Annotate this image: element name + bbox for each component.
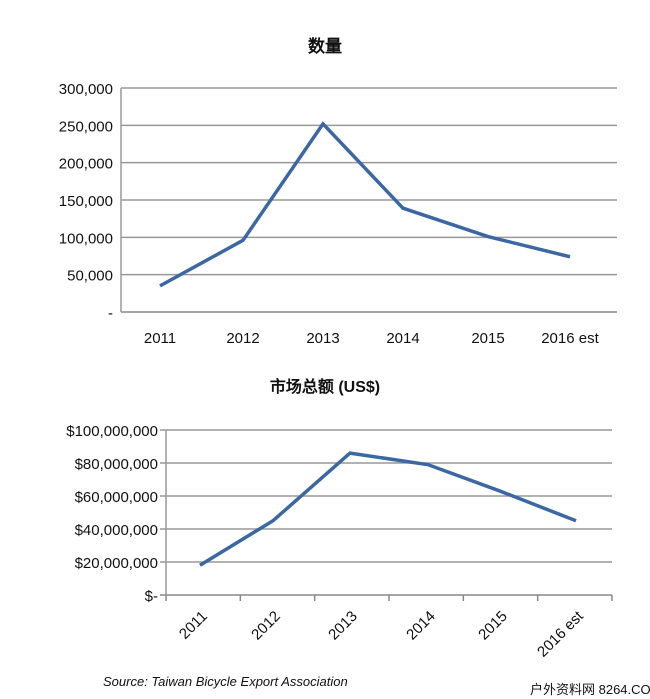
y-tick-label: $100,000,000 xyxy=(66,423,158,440)
x-tick-label: 2013 xyxy=(306,330,339,347)
y-tick-label: - xyxy=(108,305,113,322)
y-tick-label: $60,000,000 xyxy=(75,489,158,506)
x-tick-label: 2015 xyxy=(475,608,511,644)
x-tick-label: 2014 xyxy=(403,608,439,644)
watermark: 户外资料网 8264.COM xyxy=(530,682,650,697)
chart2-title: 市场总额 (US$) xyxy=(270,377,380,396)
y-tick-label: $80,000,000 xyxy=(75,456,158,473)
source-note: Source: Taiwan Bicycle Export Associatio… xyxy=(103,674,348,689)
y-tick-label: 150,000 xyxy=(59,193,113,210)
x-tick-label: 2016 est xyxy=(541,330,599,347)
x-tick-label: 2011 xyxy=(176,608,211,643)
data-line xyxy=(199,451,577,567)
chart1-title: 数量 xyxy=(308,36,342,56)
y-tick-label: 100,000 xyxy=(59,230,113,247)
x-tick-label: 2013 xyxy=(325,608,361,644)
x-tick-label: 2012 xyxy=(248,608,284,644)
x-tick-label: 2011 xyxy=(144,330,176,347)
y-tick-label: 50,000 xyxy=(67,268,113,285)
x-tick-label: 2015 xyxy=(471,330,504,347)
y-tick-label: 200,000 xyxy=(59,156,113,173)
data-line xyxy=(159,121,571,288)
y-tick-label: 250,000 xyxy=(59,118,113,135)
x-tick-label: 2016 est xyxy=(534,607,587,660)
x-tick-label: 2012 xyxy=(226,330,259,347)
y-tick-label: $40,000,000 xyxy=(75,522,158,539)
y-tick-label: $- xyxy=(145,588,158,605)
x-tick-label: 2014 xyxy=(386,330,419,347)
y-tick-label: $20,000,000 xyxy=(75,555,158,572)
y-tick-label: 300,000 xyxy=(59,81,113,98)
